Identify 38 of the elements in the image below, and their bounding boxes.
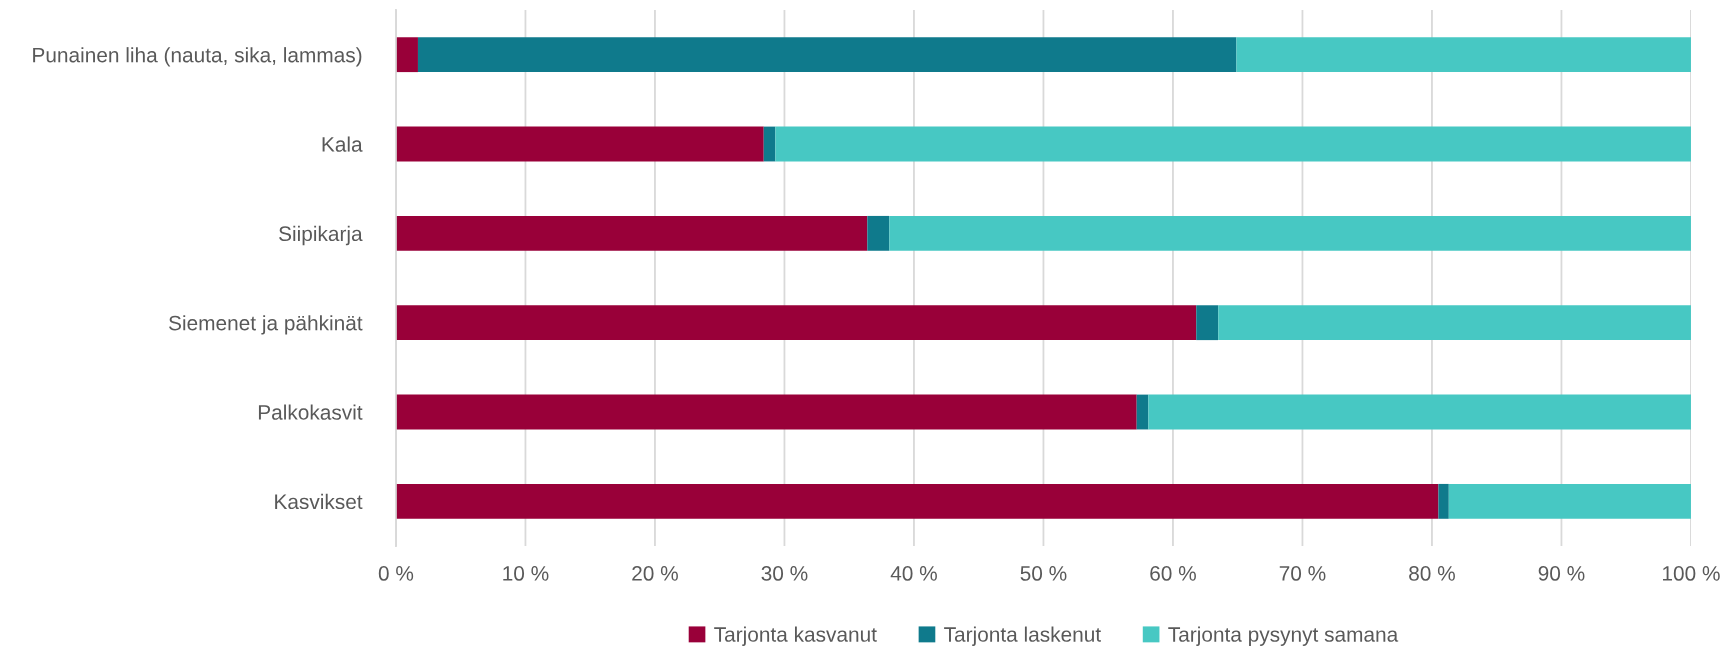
bar — [1236, 37, 1691, 73]
x-tick-label: 0 % — [378, 566, 414, 581]
bar — [1136, 394, 1149, 430]
bar — [1148, 394, 1691, 430]
x-tick-label: 40 % — [890, 566, 937, 581]
y-tick-label: Punainen liha (nauta, sika, lammas) — [33, 47, 362, 67]
bar — [395, 305, 1197, 341]
x-tick-label: 80 % — [1409, 566, 1455, 581]
x-tick-label: 60 % — [1150, 566, 1196, 581]
bar — [395, 37, 418, 73]
bar — [395, 215, 868, 251]
y-tick-label: Palkokasvit — [258, 404, 363, 420]
y-tick-label: Siemenet ja pähkinät — [169, 315, 363, 335]
x-tick-label: 10 % — [503, 566, 549, 581]
bar — [1438, 483, 1449, 519]
bar — [395, 483, 1439, 519]
x-tick-label: 70 % — [1279, 566, 1326, 581]
bar — [867, 215, 890, 251]
bar — [775, 126, 1691, 162]
y-tick-label: Siipikarja — [279, 225, 363, 246]
bar — [395, 394, 1137, 430]
bar — [1196, 305, 1219, 341]
bar — [889, 215, 1691, 251]
legend-label: Tarjonta kasvanut — [714, 626, 877, 646]
bar — [1448, 483, 1691, 519]
bar — [763, 126, 776, 162]
bar — [1218, 305, 1691, 341]
x-tick-label: 20 % — [632, 566, 678, 581]
bar — [417, 37, 1237, 73]
y-tick-label: Kala — [322, 136, 363, 152]
legend-label: Tarjonta pysynyt samana — [1168, 626, 1399, 646]
y-tick-label: Kasvikset — [275, 493, 363, 510]
legend-label: Tarjonta laskenut — [944, 626, 1101, 646]
x-tick-label: 90 % — [1538, 566, 1585, 581]
x-tick-label: 50 % — [1020, 566, 1067, 581]
x-tick-label: 100 % — [1663, 566, 1720, 581]
x-tick-label: 30 % — [761, 566, 808, 581]
bar — [395, 126, 764, 162]
